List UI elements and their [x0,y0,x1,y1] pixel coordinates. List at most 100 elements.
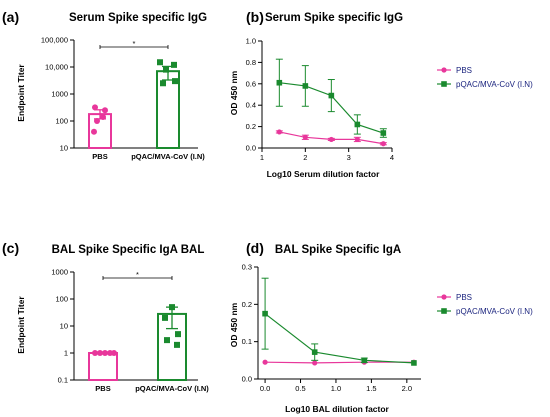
panel-a-y-tick-label: 100,000 [41,36,68,45]
panel-c-point-vaccine [169,304,175,311]
panel-b-legend-label-vaccine: pQAC/MVA-CoV (I.N) [456,80,533,89]
panel-b-legend-marker-vaccine [441,81,447,87]
panel-b-point-vaccine [380,130,387,136]
panel-a-ylabel: Endpoint Titer [16,64,26,122]
panel-a-y-tick-label: 10 [60,144,68,153]
panel-b-plot: 0.0 0.2 0.4 0.6 0.8 1.0 1 2 3 4 PBS pQAC/MVA-CoV (I… [246,37,534,163]
panel-d-y-tick-label: 0.2 [242,300,252,309]
panel-d-point-vaccine [411,360,417,366]
panel-d-x-tick-label: 2.0 [402,384,412,393]
panel-b-title: Serum Spike specific IgG [265,12,403,24]
panel-a-category-label: pQAC/MVA-CoV (I.N) [131,152,205,161]
panel-c-point-pbs [97,350,103,356]
panel-c-label: (c) [2,240,19,256]
panel-d-point-pbs [312,360,318,366]
panel-a: (a) Serum Spike specific IgG Endpoint Ti… [2,9,207,161]
panel-d-series-line-vaccine [264,313,414,364]
panel-b-xlabel: Log10 Serum dilution factor [267,169,381,179]
panel-a-point-vaccine [172,78,178,85]
panel-c-point-pbs [102,350,108,356]
panel-d-y-tick-label: 0.3 [242,263,252,272]
panel-a-point-pbs [94,118,100,124]
panel-c-ylabel: Endpoint Titer [16,296,26,354]
panel-c-category-label: pQAC/MVA-CoV (I.N) [135,384,209,393]
panel-c-significance-star: * [136,270,139,279]
panel-a-significance-star: * [133,39,136,48]
panel-b-y-tick-label: 1.0 [246,37,256,46]
panel-d-xlabel: Log10 BAL dilution factor [285,404,389,414]
panel-b-y-tick-label: 0.2 [246,122,256,131]
panel-b-point-pbs [380,141,386,147]
panel-b: (b) Serum Spike specific IgG OD 450 nm L… [229,9,533,179]
panel-d-legend-label-vaccine: pQAC/MVA-CoV (I.N) [456,307,533,316]
panel-a-point-pbs [92,104,98,111]
panel-d-legend-marker-vaccine [441,308,447,314]
panel-a-label: (a) [2,9,19,25]
panel-b-point-vaccine [276,79,283,86]
panel-b-point-vaccine [328,92,335,99]
panel-b-y-tick-label: 0.4 [246,101,256,110]
panel-c-point-vaccine [175,331,181,338]
panel-c-y-tick-label: 1 [64,349,68,358]
panel-d-plot: 0.0 0.1 0.2 0.3 0.0 0.5 1.0 1.5 2.0 PBS pQAC/MVA-C… [242,263,534,394]
panel-c-category-label: PBS [95,384,110,393]
panel-a-y-tick-label: 100 [55,117,68,126]
panel-a-y-tick-label: 1000 [51,90,68,99]
panel-d-y-tick-label: 0.1 [242,337,252,346]
panel-b-x-tick-label: 1 [260,153,264,162]
panel-c: (c) BAL Spike Specific IgA BAL Endpoint … [2,240,209,393]
panel-d-x-tick-label: 0.5 [295,384,305,393]
panel-a-title: Serum Spike specific IgG [69,12,207,24]
panel-d-x-tick-label: 1.0 [331,384,341,393]
panel-c-y-tick-label: 0.1 [58,376,68,385]
panel-c-plot: 0.1 1 10 100 1000 PBS pQAC/MVA-CoV (I.N) * [51,268,209,394]
panel-d-point-vaccine [262,310,268,317]
panel-b-label: (b) [246,9,264,25]
panel-c-point-vaccine [164,337,170,344]
panel-d-x-tick-label: 0.0 [260,384,270,393]
panel-b-point-pbs [328,136,334,143]
panel-b-x-tick-label: 3 [347,153,351,162]
panel-c-point-vaccine [174,341,180,348]
panel-a-y-tick-label: 10,000 [45,63,68,72]
panel-c-title: BAL Spike Specific IgA BAL [52,244,205,256]
panel-d-point-vaccine [361,357,368,364]
panel-d-legend-label-pbs: PBS [456,293,472,302]
panel-b-x-tick-label: 4 [390,153,394,162]
panel-b-y-tick-label: 0.6 [246,79,256,88]
panel-b-point-vaccine [354,121,361,128]
panel-b-point-vaccine [302,83,309,89]
panel-c-point-pbs [111,350,117,356]
panel-b-legend-label-pbs: PBS [456,66,472,75]
panel-d-y-tick-label: 0.0 [242,375,252,384]
panel-a-point-vaccine [163,66,169,73]
panel-b-point-pbs [276,129,282,135]
panel-a-point-vaccine [157,59,163,66]
panel-b-ylabel: OD 450 nm [229,70,239,115]
panel-a-point-vaccine [171,61,177,68]
panel-d-point-vaccine [311,349,318,355]
panel-c-point-vaccine [162,314,168,321]
panel-c-bar-pbs [88,352,118,381]
panel-a-category-label: PBS [92,152,107,161]
panel-b-x-tick-label: 2 [303,153,307,162]
panel-a-point-vaccine [160,80,166,87]
panel-d-point-pbs [262,359,268,365]
panel-c-y-tick-label: 1000 [51,268,68,277]
panel-b-y-tick-label: 0.8 [246,58,256,67]
panel-a-point-pbs [102,107,108,114]
panel-c-y-tick-label: 100 [55,295,68,304]
panel-c-point-pbs [92,350,98,356]
panel-d-title: BAL Spike Specific IgA [275,244,401,256]
panel-a-point-pbs [100,114,106,121]
panel-b-legend-marker-pbs [441,67,447,73]
panel-c-y-tick-label: 10 [60,322,68,331]
panel-d-label: (d) [246,240,264,256]
panel-d-x-tick-label: 1.5 [366,384,376,393]
panel-d: (d) BAL Spike Specific IgA OD 450 nm Log… [229,240,533,414]
panel-b-y-tick-label: 0.0 [246,144,256,153]
panel-d-legend-marker-pbs [441,294,447,300]
panel-d-ylabel: OD 450 nm [229,302,239,347]
panel-a-plot: 10 100 1000 10,000 100,000 PBS pQAC/MVA-CoV (I… [41,36,205,162]
